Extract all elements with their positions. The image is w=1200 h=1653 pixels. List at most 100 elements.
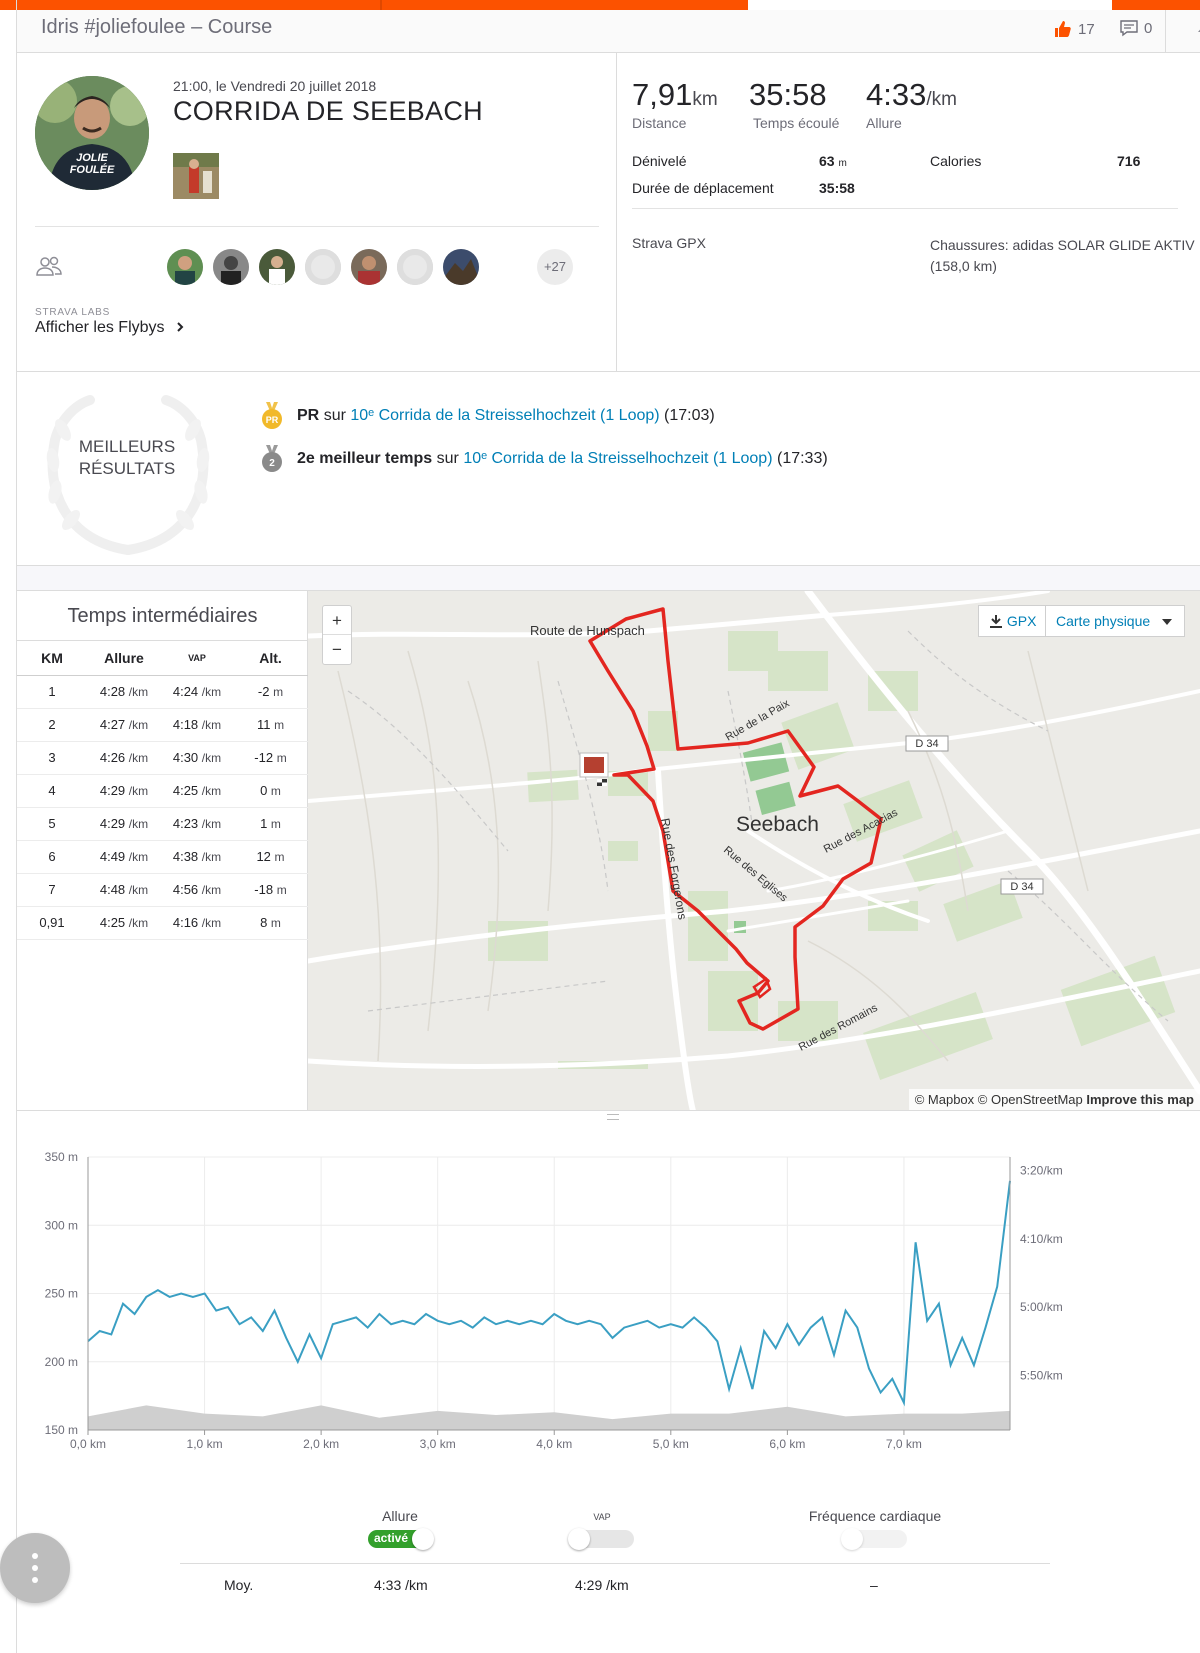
split-row[interactable]: 5 4:29 /km 4:23 /km 1 m — [17, 807, 308, 841]
split-alt: -12 m — [233, 741, 308, 775]
improve-map-link[interactable]: Improve this map — [1086, 1092, 1194, 1107]
split-pace: 4:28 /km — [87, 675, 161, 709]
split-km: 7 — [17, 873, 87, 907]
frame-border — [16, 0, 17, 1653]
nav-strip-divider — [380, 0, 382, 10]
athlete-avatar[interactable] — [351, 249, 387, 285]
toggle-pace-label: Allure — [382, 1508, 418, 1524]
splits-header-row: KM Allure VAP Alt. — [17, 641, 308, 676]
split-alt: 8 m — [233, 906, 308, 940]
distance-value: 7,91 — [632, 77, 693, 112]
athlete-avatar[interactable] — [259, 249, 295, 285]
split-alt: 0 m — [233, 774, 308, 808]
calories-value: 716 — [1117, 153, 1141, 169]
kudos-button[interactable]: 17 — [1053, 19, 1095, 39]
split-row[interactable]: 4 4:29 /km 4:25 /km 0 m — [17, 774, 308, 808]
calories-label: Calories — [930, 153, 982, 169]
avatar-portrait-icon — [35, 76, 149, 190]
split-alt: -18 m — [233, 873, 308, 907]
avg-heartrate: – — [870, 1577, 878, 1593]
pace-elevation-chart[interactable]: 350 m 300 m 250 m 200 m 150 m 3:20/km 4:10/km 5… — [0, 1130, 1200, 1470]
athlete-avatar[interactable] — [443, 249, 479, 285]
split-row[interactable]: 7 4:48 /km 4:56 /km -18 m — [17, 873, 308, 907]
elapsed-value: 35:58 — [749, 77, 827, 112]
moving-time-label: Durée de déplacement — [632, 180, 774, 196]
athlete-avatar[interactable] — [213, 249, 249, 285]
nav-strip-active[interactable] — [0, 0, 748, 10]
y-right-tick-label: 4:10/km — [1020, 1232, 1063, 1246]
pr-word: sur — [323, 407, 346, 424]
split-km: 1 — [17, 675, 87, 709]
resize-grip-icon[interactable] — [607, 1114, 619, 1120]
attribution-text: © Mapbox © OpenStreetMap — [914, 1092, 1087, 1107]
avatar[interactable]: JOLIE FOULÉE — [35, 76, 149, 190]
chart-axes: 350 m 300 m 250 m 200 m 150 m 3:20/km 4:10/km 5… — [45, 1150, 1063, 1451]
moving-time-value: 35:58 — [819, 180, 855, 196]
best-efforts-label: MEILLEURS RÉSULTATS — [78, 437, 176, 478]
y-left-tick-label: 150 m — [45, 1423, 78, 1437]
gpx-label: GPX — [1006, 613, 1037, 629]
y-right-tick-label: 5:00/km — [1020, 1300, 1063, 1314]
split-pace: 4:25 /km — [87, 906, 161, 940]
splits-panel: Temps intermédiaires KM Allure VAP Alt. … — [17, 590, 308, 1110]
more-athletes-count[interactable]: +27 — [537, 249, 573, 285]
pace-line — [87, 1180, 1011, 1407]
activity-header: Idris #joliefoulee – Course 17 0 — [17, 10, 1200, 53]
split-row[interactable]: 1 4:28 /km 4:24 /km -2 m — [17, 675, 308, 709]
zoom-out-button[interactable]: − — [332, 640, 342, 659]
y-left-tick-label: 350 m — [45, 1150, 78, 1164]
toggle-heartrate: Fréquence cardiaque — [780, 1508, 970, 1551]
elapsed-label: Temps écoulé — [753, 115, 840, 131]
best-effort-row: 2 2e meilleur temps sur 10ᵉ Corrida de l… — [261, 445, 828, 473]
route-map[interactable]: Route de Hunspach Rue de la Paix Seebach… — [308, 590, 1200, 1110]
split-gap: 4:16 /km — [161, 906, 233, 940]
x-tick-label: 6,0 km — [769, 1437, 805, 1451]
toggle-hr-switch[interactable] — [841, 1528, 907, 1550]
toggle-knob — [412, 1528, 434, 1550]
comments-button[interactable]: 0 — [1119, 19, 1152, 37]
athlete-photo-icon — [259, 249, 295, 285]
download-icon — [990, 615, 1002, 628]
flybys-link[interactable]: Afficher les Flybys — [35, 319, 185, 337]
download-gpx-button[interactable]: GPX — [978, 605, 1048, 637]
start-marker[interactable] — [579, 752, 609, 786]
toggle-gap-switch[interactable] — [568, 1528, 634, 1550]
zoom-in-button[interactable]: + — [323, 606, 351, 635]
athlete-avatar-default[interactable] — [397, 249, 433, 285]
split-row[interactable]: 3 4:26 /km 4:30 /km -12 m — [17, 741, 308, 775]
x-tick-label: 7,0 km — [886, 1437, 922, 1451]
toggle-hr-label: Fréquence cardiaque — [808, 1508, 942, 1524]
athlete-avatar-default[interactable] — [305, 249, 341, 285]
segment-link[interactable]: 10ᵉ Corrida de la Streisselhochzeit (1 L… — [463, 450, 773, 467]
athlete-photo-icon — [351, 249, 387, 285]
device-name: Strava GPX — [632, 235, 706, 251]
split-row[interactable]: 0,91 4:25 /km 4:16 /km 8 m — [17, 906, 308, 940]
split-km: 3 — [17, 741, 87, 775]
more-actions-button[interactable] — [0, 1533, 70, 1603]
segment-link[interactable]: 10ᵉ Corrida de la Streisselhochzeit (1 L… — [350, 407, 660, 424]
col-km: KM — [17, 641, 87, 676]
map-label-seebach: Seebach — [736, 813, 819, 836]
activity-photo[interactable] — [173, 153, 219, 199]
analysis-section — [17, 1110, 1200, 1653]
second-time: (17:33) — [776, 450, 828, 467]
elevation-stat: 63 m — [819, 153, 847, 169]
map-canvas[interactable]: Route de Hunspach Rue de la Paix Seebach… — [308, 591, 1200, 1110]
split-pace: 4:48 /km — [87, 873, 161, 907]
caret-down-icon — [1162, 619, 1173, 625]
map-type-select[interactable]: Carte physique — [1045, 605, 1185, 637]
distance-label: Distance — [632, 115, 687, 131]
more-dot-icon — [32, 1565, 38, 1571]
nav-strip-right[interactable] — [1112, 0, 1200, 10]
stat-distance: 7,91km Distance — [632, 77, 718, 131]
x-tick-label: 1,0 km — [187, 1437, 223, 1451]
athlete-photo-icon — [167, 249, 203, 285]
athlete-avatar[interactable] — [167, 249, 203, 285]
split-row[interactable]: 6 4:49 /km 4:38 /km 12 m — [17, 840, 308, 874]
y-left-tick-label: 250 m — [45, 1287, 78, 1301]
split-gap: 4:24 /km — [161, 675, 233, 709]
pace-value: 4:33 — [866, 77, 927, 112]
toggle-pace-switch[interactable]: activé — [368, 1528, 434, 1550]
y-right-tick-label: 5:50/km — [1020, 1368, 1063, 1382]
split-row[interactable]: 2 4:27 /km 4:18 /km 11 m — [17, 708, 308, 742]
